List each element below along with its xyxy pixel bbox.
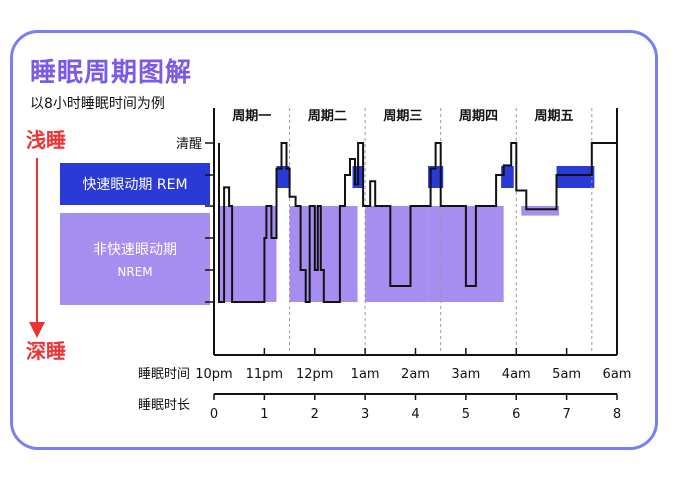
x-label-duration: 睡眠时长 [138, 398, 190, 413]
nrem-label-box [60, 213, 210, 305]
duration-tick-label: 1 [260, 407, 268, 422]
nrem-label-line2: NREM [117, 265, 152, 279]
arrow-bottom-label: 深睡 [26, 339, 66, 363]
duration-tick-label: 0 [210, 407, 218, 422]
cycle-label: 周期一 [232, 109, 271, 124]
time-tick-label: 2am [401, 367, 430, 382]
time-tick-label: 10pm [195, 367, 232, 382]
time-tick-label: 6am [603, 367, 632, 382]
x-label-time: 睡眠时间 [138, 367, 190, 382]
time-tick-label: 4am [502, 367, 531, 382]
cycle-label: 周期二 [308, 109, 347, 124]
time-tick-label: 1am [351, 367, 380, 382]
time-tick-label: 12pm [296, 367, 333, 382]
rem-block-1 [276, 166, 290, 188]
rem-block-5 [556, 166, 595, 188]
nrem-label-line1: 非快速眼动期 [93, 242, 177, 258]
chart-title: 睡眠周期图解 [30, 58, 193, 88]
duration-tick-label: 2 [311, 407, 319, 422]
nrem-block-1 [219, 206, 277, 302]
nrem-block-5 [521, 206, 560, 216]
duration-tick-label: 6 [512, 407, 520, 422]
rem-label: 快速眼动期 REM [82, 177, 187, 193]
duration-tick-label: 3 [361, 407, 369, 422]
time-tick-label: 11pm [246, 367, 283, 382]
duration-tick-label: 5 [462, 407, 470, 422]
cycle-label: 周期三 [383, 109, 422, 124]
wake-label: 清醒 [176, 137, 202, 152]
nrem-block-3 [365, 206, 429, 302]
rem-block-3 [428, 166, 444, 188]
hypnogram-line [218, 142, 617, 303]
cycle-label: 周期四 [459, 109, 498, 124]
duration-tick-label: 7 [562, 407, 570, 422]
arrow-top-label: 浅睡 [26, 128, 66, 152]
chart-subtitle: 以8小时睡眠时间为例 [30, 96, 165, 112]
duration-tick-label: 4 [411, 407, 419, 422]
time-tick-label: 5am [552, 367, 581, 382]
rem-label-box [60, 163, 210, 205]
cycle-label: 周期五 [535, 109, 574, 124]
duration-tick-label: 8 [613, 407, 621, 422]
time-tick-label: 3am [451, 367, 480, 382]
